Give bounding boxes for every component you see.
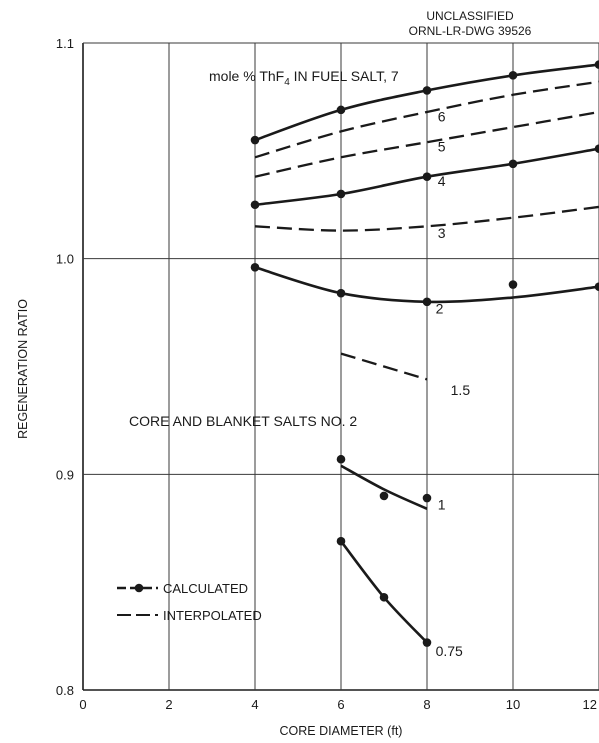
series-line-1	[341, 466, 427, 509]
series-4-point-5	[595, 144, 599, 153]
series-2-point-2	[337, 289, 346, 298]
series-line-1-5	[341, 354, 427, 380]
legend-calculated-label: CALCULATED	[163, 581, 248, 596]
drawing-number-label: ORNL-LR-DWG 39526	[409, 24, 532, 38]
x-tick-label-10: 10	[506, 697, 520, 712]
series-labels: 6 5 4 3 2 1.5 1 0.75	[436, 108, 471, 659]
series-0-75-point-1	[337, 537, 346, 546]
series-label-5: 5	[438, 139, 446, 155]
series-0-75-point-3	[423, 638, 432, 647]
legend-interpolated-label: INTERPOLATED	[163, 608, 262, 623]
series-7-point-1	[251, 136, 260, 145]
series-1-point-3	[423, 494, 432, 503]
data-series	[251, 60, 599, 647]
series-7-point-4	[509, 71, 518, 80]
x-axis-label: CORE DIAMETER (ft)	[280, 724, 403, 738]
series-label-1-5: 1.5	[451, 382, 471, 398]
salts-note: CORE AND BLANKET SALTS NO. 2	[129, 413, 357, 429]
y-tick-label-1.1: 1.1	[56, 36, 74, 51]
series-label-3: 3	[438, 225, 446, 241]
series-7-point-2	[337, 106, 346, 115]
series-4-point-2	[337, 190, 346, 199]
series-label-6: 6	[438, 108, 446, 124]
y-tick-label-1.0: 1.0	[56, 252, 74, 267]
x-tick-label-8: 8	[423, 697, 430, 712]
series-7-point-3	[423, 86, 432, 95]
series-label-4: 4	[438, 173, 446, 189]
unclassified-label: UNCLASSIFIED	[426, 9, 514, 23]
y-axis-label: REGENERATION RATIO	[16, 299, 30, 439]
x-tick-label-6: 6	[337, 697, 344, 712]
series-2-point-1	[251, 263, 260, 272]
series-label-2: 2	[436, 300, 444, 316]
series-label-1: 1	[438, 497, 446, 513]
series-4-point-3	[423, 172, 432, 181]
y-tick-label-0.8: 0.8	[56, 683, 74, 698]
x-tick-label-2: 2	[165, 697, 172, 712]
series-4-point-4	[509, 159, 518, 168]
series-0-75-point-2	[380, 593, 389, 602]
plot-grid	[83, 43, 599, 690]
axis-ticks: 0 2 4 6 8 10 120.80.91.01.1	[56, 36, 597, 712]
series-line-0-75	[341, 541, 427, 642]
legend: CALCULATED INTERPOLATED	[117, 581, 262, 623]
legend-calculated-marker	[135, 584, 144, 593]
y-tick-label-0.9: 0.9	[56, 467, 74, 482]
series-1-point-1	[337, 455, 346, 464]
series-1-point-2	[380, 492, 389, 501]
x-tick-label-12: 12	[583, 697, 597, 712]
x-tick-label-4: 4	[251, 697, 258, 712]
series-2-point-5	[595, 282, 599, 291]
series-4-point-1	[251, 200, 260, 209]
series-label-0-75: 0.75	[436, 643, 463, 659]
series-2-point-4	[509, 280, 518, 289]
fuel-salt-annotation: mole % ThF4 IN FUEL SALT, 7	[209, 68, 399, 88]
x-tick-label-0: 0	[79, 697, 86, 712]
series-2-point-3	[423, 298, 432, 307]
series-7-point-5	[595, 60, 599, 69]
